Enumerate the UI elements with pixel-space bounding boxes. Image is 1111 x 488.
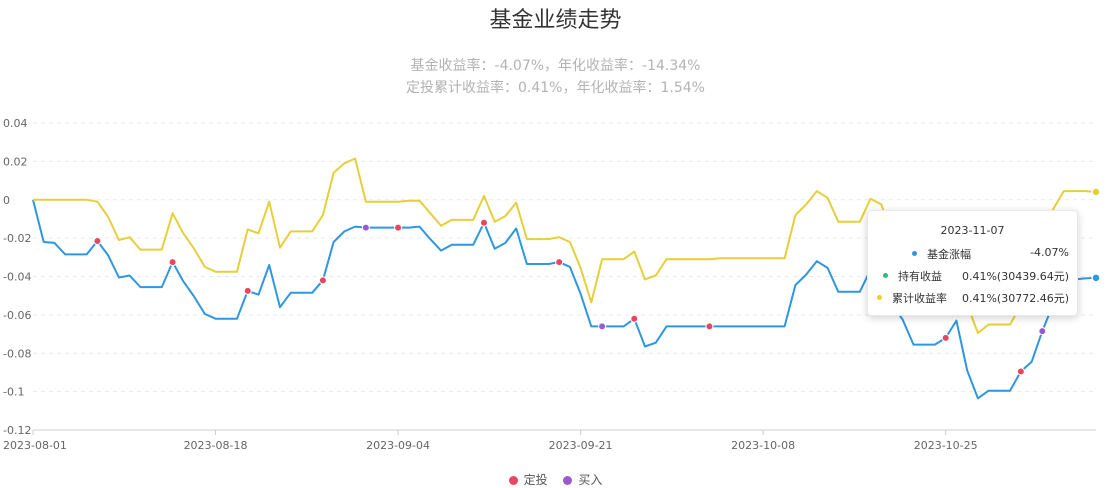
buy-marker: [1038, 327, 1047, 336]
x-tick-label: 2023-08-01: [3, 439, 67, 452]
tooltip-holding-dot-icon: [883, 273, 888, 278]
dca-marker: [555, 258, 564, 267]
tooltip-cumulative-name: 累计收益率: [892, 292, 947, 305]
tooltip-row-holding: 持有收益 0.41%(30439.64元): [868, 268, 1077, 284]
dca-marker: [1016, 367, 1025, 376]
tooltip-holding-name: 持有收益: [898, 270, 942, 283]
y-tick-label: -0.08: [3, 347, 31, 360]
legend: 定投 买入: [0, 471, 1111, 488]
dca-marker: [394, 223, 403, 232]
buy-marker: [361, 223, 370, 232]
x-tick-label: 2023-10-08: [731, 439, 795, 452]
tooltip-row-cumulative: 累计收益率 0.41%(30772.46元): [868, 290, 1077, 306]
dca-marker: [168, 258, 177, 267]
y-tick-label: 0.02: [3, 155, 28, 168]
tooltip: 2023-11-07 基金涨幅 -4.07% 持有收益 0.41%(30439.…: [867, 210, 1078, 316]
series-fund-line: [32, 199, 1097, 400]
y-tick-label: 0: [3, 194, 10, 207]
dca-marker: [705, 322, 714, 331]
y-tick-label: -0.06: [3, 309, 31, 322]
fund-return-summary: 基金收益率：-4.07%，年化收益率：-14.34%: [410, 58, 701, 74]
tooltip-date: 2023-11-07: [940, 224, 1005, 237]
buy-marker: [598, 322, 607, 331]
legend-dca-dot-icon: [508, 476, 518, 485]
dca-return-summary: 定投累计收益率：0.41%，年化收益率：1.54%: [406, 80, 705, 96]
x-tick-label: 2023-09-04: [366, 439, 430, 452]
legend-buy-dot-icon: [563, 476, 573, 485]
chart-title: 基金业绩走势: [489, 8, 622, 33]
hover-point-cumulative: [1091, 187, 1101, 197]
dca-marker: [318, 276, 327, 285]
dca-marker: [630, 314, 639, 323]
dca-marker: [243, 286, 252, 295]
tooltip-fund-name: 基金涨幅: [927, 248, 971, 261]
y-tick-label: -0.12: [3, 424, 31, 437]
tooltip-holding-value: 0.41%(30439.64元): [961, 270, 1069, 283]
legend-item-dca[interactable]: 定投: [508, 471, 548, 488]
hover-point-fund: [1091, 273, 1101, 283]
dca-marker: [93, 237, 102, 246]
tooltip-cumulative-dot-icon: [877, 295, 882, 300]
tooltip-fund-value: -4.07%: [1030, 246, 1069, 259]
y-tick-label: -0.02: [3, 232, 31, 245]
y-tick-label: -0.1: [3, 386, 24, 399]
legend-dca-label: 定投: [523, 473, 548, 487]
y-tick-label: -0.04: [3, 271, 31, 284]
y-tick-label: 0.04: [3, 117, 28, 130]
x-tick-label: 2023-09-21: [549, 439, 613, 452]
x-tick-label: 2023-08-18: [184, 439, 248, 452]
legend-buy-label: 买入: [578, 473, 603, 487]
tooltip-cumulative-value: 0.41%(30772.46元): [961, 292, 1069, 305]
dca-marker: [941, 333, 950, 342]
dca-marker: [479, 218, 488, 227]
tooltip-row-fund-change: 基金涨幅 -4.07%: [868, 246, 1077, 262]
tooltip-fund-dot-icon: [912, 251, 917, 256]
x-tick-label: 2023-10-25: [914, 439, 978, 452]
legend-item-buy[interactable]: 买入: [563, 471, 602, 488]
